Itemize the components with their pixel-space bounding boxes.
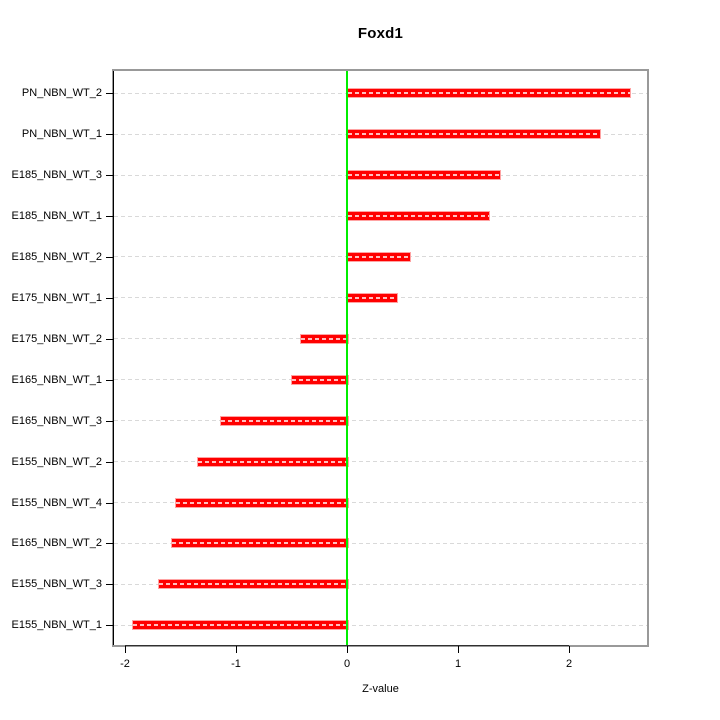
gridline [114, 338, 647, 340]
y-axis-label: E175_NBN_WT_2 [11, 332, 103, 345]
bar-E165_NBN_WT_2 [171, 538, 349, 549]
x-axis-tick-label: 2 [565, 658, 573, 670]
x-axis-tick-label: -2 [120, 658, 130, 670]
y-axis-tick [106, 502, 113, 504]
bar-E155_NBN_WT_4 [175, 497, 349, 508]
y-axis-tick [106, 543, 113, 545]
y-axis-tick [106, 134, 113, 136]
x-axis-line [125, 645, 569, 646]
gridline [114, 502, 647, 503]
bar-E185_NBN_WT_2 [347, 251, 411, 262]
chart-title: Foxd1 [357, 25, 404, 42]
x-axis-tick-label: 0 [343, 658, 351, 670]
x-axis-tick [568, 646, 570, 653]
y-axis-tick [106, 379, 113, 381]
y-axis-label: PN_NBN_WT_2 [21, 87, 102, 100]
bar-E165_NBN_WT_1 [291, 374, 349, 385]
y-axis-label: E165_NBN_WT_2 [11, 537, 103, 550]
gridline [114, 461, 647, 463]
bar-E155_NBN_WT_2 [197, 456, 349, 467]
x-axis-title: Z-value [362, 683, 399, 695]
y-axis-tick [106, 461, 113, 463]
y-axis-label: E155_NBN_WT_1 [11, 619, 103, 632]
gridline [114, 420, 647, 422]
y-axis-tick [106, 256, 113, 258]
x-axis-tick [124, 646, 126, 653]
y-axis-line [113, 71, 114, 645]
x-axis-tick-label: 1 [454, 658, 462, 670]
gridline [114, 379, 647, 381]
y-axis-tick [106, 93, 113, 95]
gridline [114, 542, 647, 544]
y-axis-label: E165_NBN_WT_3 [11, 414, 103, 427]
y-axis-label: E185_NBN_WT_3 [11, 169, 103, 182]
x-axis-tick [346, 646, 348, 653]
bar-E185_NBN_WT_3 [347, 170, 501, 181]
zero-line [346, 71, 348, 645]
x-axis-tick-label: -1 [231, 658, 241, 670]
y-axis-label: E185_NBN_WT_2 [11, 250, 103, 263]
x-axis-tick [457, 646, 459, 653]
x-axis-tick [235, 646, 237, 653]
y-axis-tick [106, 216, 113, 218]
bar-PN_NBN_WT_2 [347, 88, 631, 99]
bar-E165_NBN_WT_3 [220, 415, 349, 426]
y-axis-label: E185_NBN_WT_1 [11, 210, 103, 223]
bar-E175_NBN_WT_1 [347, 292, 398, 303]
bar-E155_NBN_WT_3 [158, 579, 349, 590]
y-axis-label: E155_NBN_WT_3 [11, 578, 103, 591]
gridline [114, 583, 647, 585]
plot-area [112, 69, 649, 647]
gridline [114, 624, 647, 626]
y-axis-tick [106, 625, 113, 627]
y-axis-tick [106, 175, 113, 177]
y-axis-label: E165_NBN_WT_1 [11, 373, 103, 386]
y-axis-tick [106, 297, 113, 299]
y-axis-label: E175_NBN_WT_1 [11, 291, 103, 304]
y-axis-tick [106, 584, 113, 586]
bar-PN_NBN_WT_1 [347, 129, 601, 140]
y-axis-label: E155_NBN_WT_4 [11, 496, 103, 509]
y-axis-label: E155_NBN_WT_2 [11, 455, 103, 468]
y-axis-tick [106, 338, 113, 340]
y-axis-tick [106, 420, 113, 422]
bar-E175_NBN_WT_2 [300, 333, 349, 344]
y-axis-label: PN_NBN_WT_1 [21, 128, 102, 141]
bar-E155_NBN_WT_1 [132, 620, 349, 631]
bar-E185_NBN_WT_1 [347, 211, 490, 222]
